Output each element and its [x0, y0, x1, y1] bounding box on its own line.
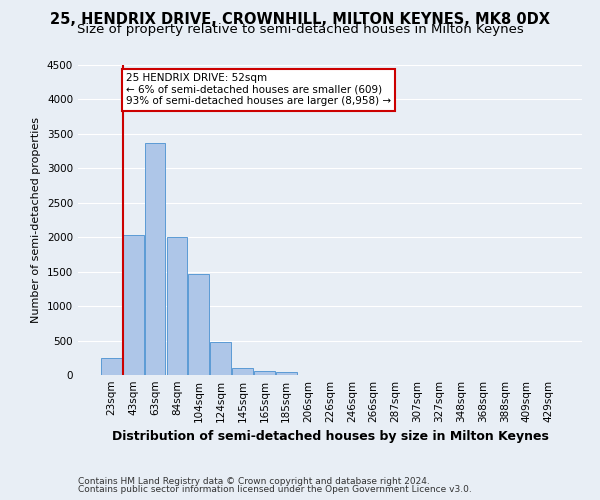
Bar — [254, 371, 275, 375]
X-axis label: Distribution of semi-detached houses by size in Milton Keynes: Distribution of semi-detached houses by … — [112, 430, 548, 444]
Text: Contains HM Land Registry data © Crown copyright and database right 2024.: Contains HM Land Registry data © Crown c… — [78, 478, 430, 486]
Bar — [232, 368, 253, 375]
Text: Size of property relative to semi-detached houses in Milton Keynes: Size of property relative to semi-detach… — [77, 22, 523, 36]
Y-axis label: Number of semi-detached properties: Number of semi-detached properties — [31, 117, 41, 323]
Bar — [276, 372, 296, 375]
Text: 25 HENDRIX DRIVE: 52sqm
← 6% of semi-detached houses are smaller (609)
93% of se: 25 HENDRIX DRIVE: 52sqm ← 6% of semi-det… — [126, 74, 391, 106]
Text: Contains public sector information licensed under the Open Government Licence v3: Contains public sector information licen… — [78, 485, 472, 494]
Bar — [123, 235, 143, 375]
Bar — [210, 342, 231, 375]
Bar — [101, 358, 122, 375]
Text: 25, HENDRIX DRIVE, CROWNHILL, MILTON KEYNES, MK8 0DX: 25, HENDRIX DRIVE, CROWNHILL, MILTON KEY… — [50, 12, 550, 28]
Bar — [167, 236, 187, 375]
Bar — [145, 143, 166, 375]
Bar — [188, 274, 209, 375]
